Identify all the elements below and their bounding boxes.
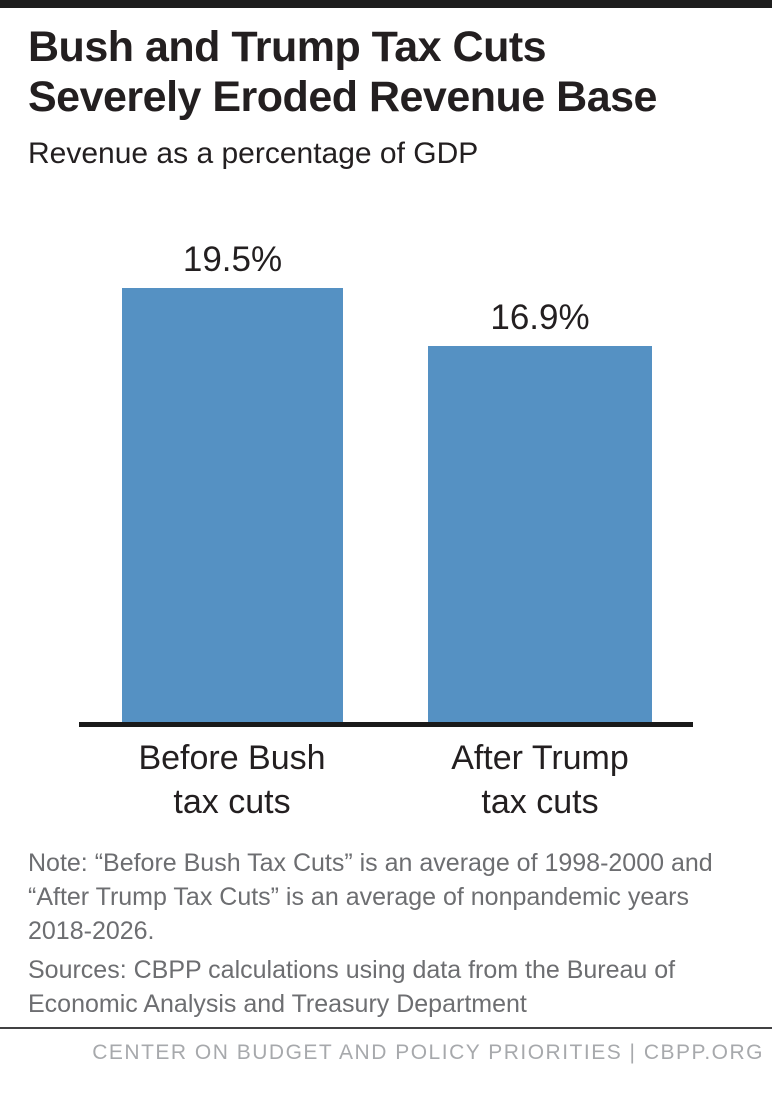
sources-text: Sources: CBPP calculations using data fr… <box>28 956 676 1018</box>
page-title-line-2: Severely Eroded Revenue Base <box>28 73 657 121</box>
page-title-line-1: Bush and Trump Tax Cuts <box>28 23 547 71</box>
page-title: Bush and Trump Tax Cuts Severely Eroded R… <box>28 22 738 122</box>
bar-value-label: 19.5% <box>182 240 283 279</box>
bar-value-label: 16.9% <box>490 298 590 337</box>
bar-group-before-bush: 19.5% <box>122 241 343 722</box>
top-accent-bar <box>0 0 772 8</box>
chart-subtitle: Revenue as a percentage of GDP <box>28 137 479 170</box>
footer-text: CENTER ON BUDGET AND POLICY PRIORITIES |… <box>92 1041 764 1064</box>
bar-before-bush <box>122 288 343 722</box>
note-text: Note: “Before Bush Tax Cuts” is an avera… <box>28 849 713 945</box>
bar-group-after-trump: 16.9% <box>428 299 652 722</box>
x-tick-label-before-bush: Before Bush tax cuts <box>138 739 326 821</box>
footer-divider <box>0 1027 772 1029</box>
x-tick-label-after-trump: After Trump tax cuts <box>451 739 629 821</box>
x-axis-line <box>79 722 693 727</box>
bar-after-trump <box>428 346 652 722</box>
